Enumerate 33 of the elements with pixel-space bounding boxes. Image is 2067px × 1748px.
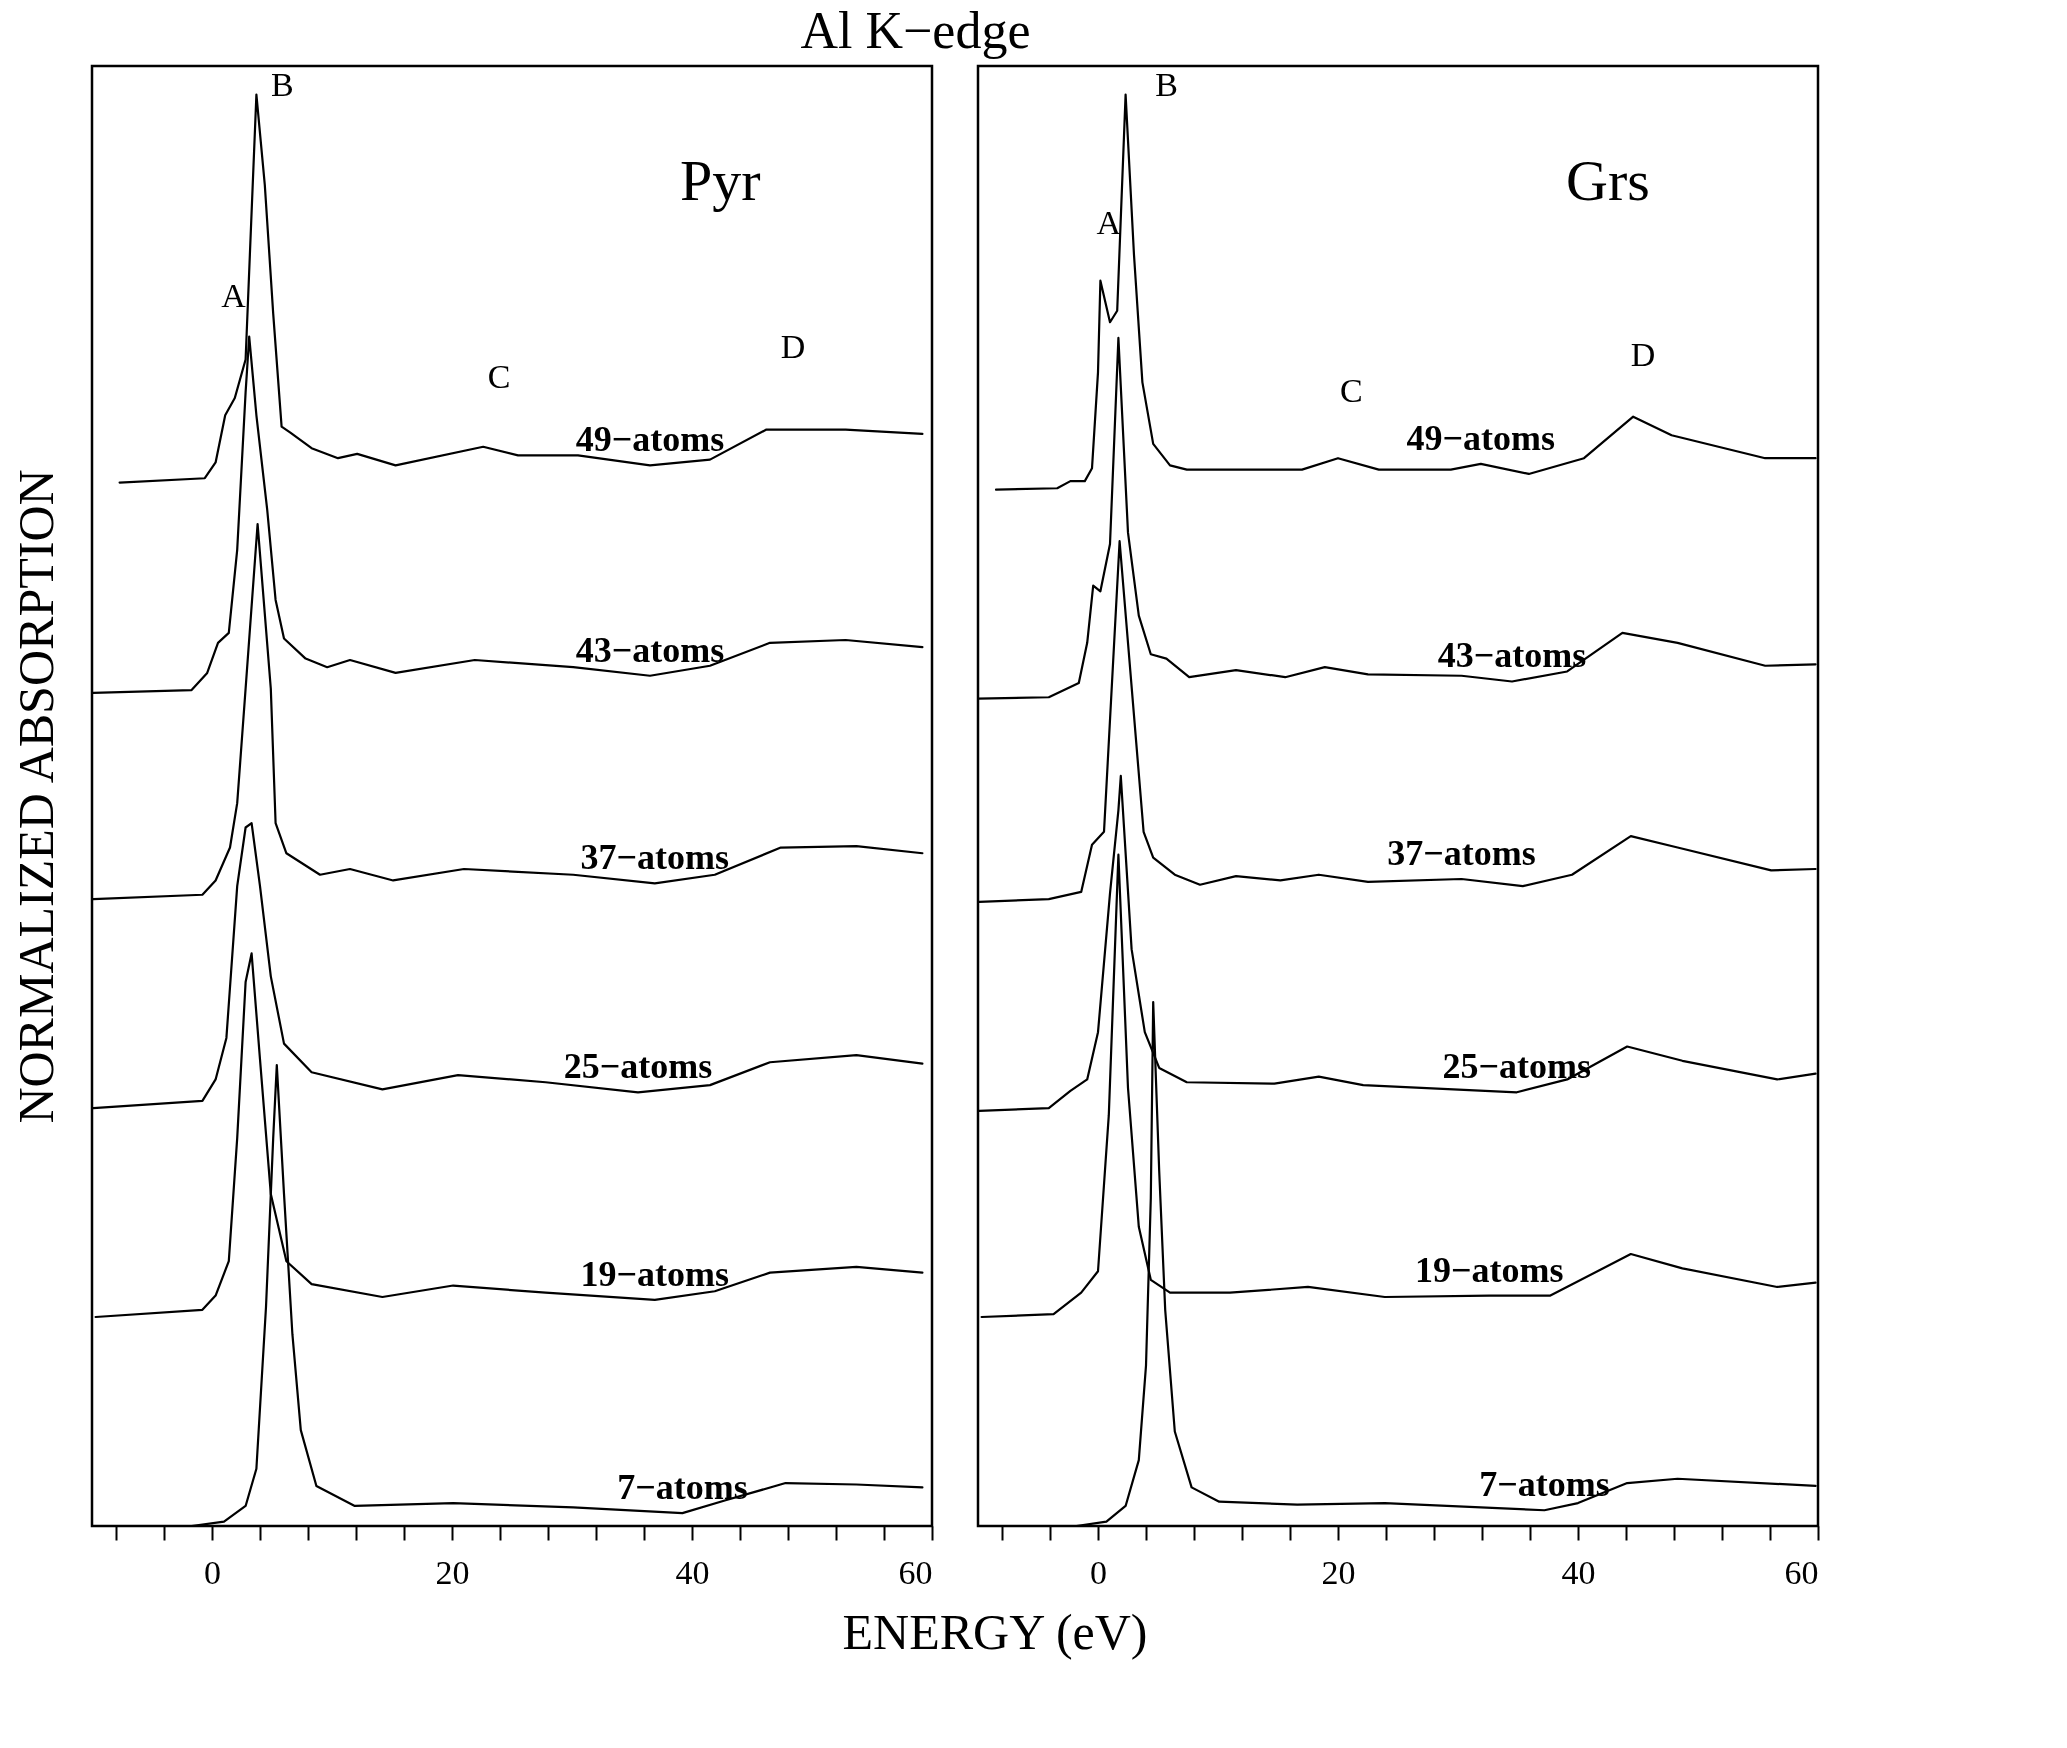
series-label: 7−atoms <box>617 1467 748 1508</box>
annotation: C <box>487 357 511 395</box>
series-label: 7−atoms <box>1479 1464 1610 1505</box>
series-label: 43−atoms <box>575 629 725 670</box>
annotation: C <box>1340 372 1363 410</box>
series-label: 49−atoms <box>1406 417 1556 458</box>
series-label: 25−atoms <box>563 1046 713 1087</box>
series-label: 19−atoms <box>1414 1249 1564 1290</box>
annotation: Grs <box>1566 148 1650 213</box>
series-label: 37−atoms <box>580 837 730 878</box>
x-axis-title: ENERGY (eV) <box>841 1603 1149 1661</box>
series-label: 43−atoms <box>1437 635 1587 676</box>
annotation: B <box>1155 65 1178 103</box>
chart-title: Al K−edge <box>800 1 1031 59</box>
series-label: 49−atoms <box>575 419 725 460</box>
y-axis-title: NORMALIZED ABSORPTION <box>7 469 64 1124</box>
x-tick-label: 60 <box>1784 1553 1819 1591</box>
x-tick-label: 20 <box>1321 1553 1356 1591</box>
annotation: D <box>1630 335 1656 373</box>
annotation: B <box>270 65 294 103</box>
x-tick-label: 0 <box>1090 1553 1107 1591</box>
annotation: A <box>221 277 247 315</box>
annotation: D <box>780 328 806 366</box>
x-tick-label: 60 <box>898 1553 933 1591</box>
x-tick-label: 40 <box>1561 1553 1596 1591</box>
series-label: 37−atoms <box>1387 833 1536 874</box>
x-tick-label: 0 <box>204 1553 221 1591</box>
annotation: A <box>1096 204 1122 242</box>
series-label: 19−atoms <box>580 1253 730 1294</box>
x-tick-label: 20 <box>435 1553 470 1591</box>
annotation: Pyr <box>680 148 761 213</box>
x-tick-label: 40 <box>675 1553 710 1591</box>
series-label: 25−atoms <box>1442 1046 1592 1087</box>
